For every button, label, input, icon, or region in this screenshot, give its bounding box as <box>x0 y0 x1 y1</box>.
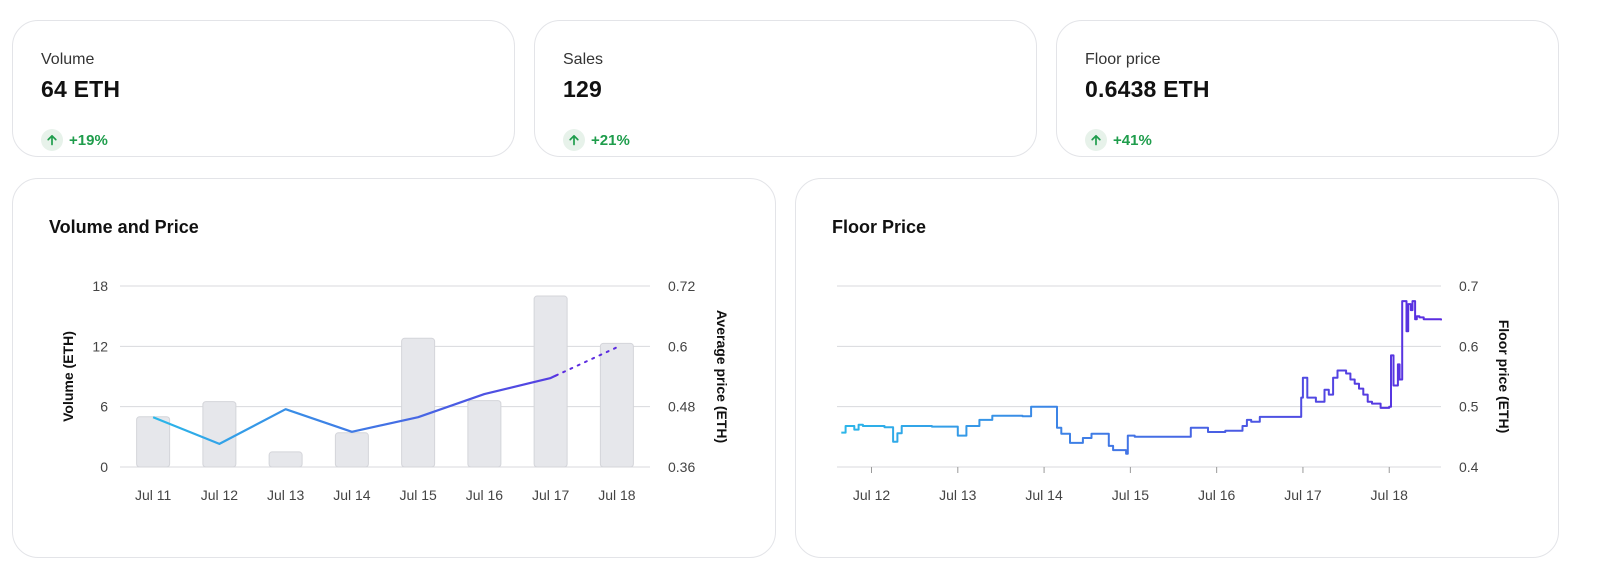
y-tick-label: 0 <box>100 459 108 475</box>
x-tick-label: Jul 12 <box>201 487 239 503</box>
volume-price-card: Volume and Price 0 6 12 18 0.36 0.48 0.6 0.72 Ju… <box>12 178 776 558</box>
change-percent: +41% <box>1113 131 1152 149</box>
x-tick-label: Jul 14 <box>1025 487 1063 503</box>
stat-label: Volume <box>41 51 95 68</box>
y-tick-label: 0.5 <box>1459 399 1479 415</box>
volume-price-chart: 0 6 12 18 0.36 0.48 0.6 0.72 Jul 11 Jul 12 Jul 13 J… <box>60 278 730 503</box>
x-tick-label: Jul 12 <box>853 487 891 503</box>
stat-change: +19% <box>41 129 108 151</box>
floor-price-chart: 0.4 0.5 0.6 0.7 Jul 12 Jul 13 Jul 14 Jul 15 Jul … <box>837 278 1512 503</box>
y-tick-label: 0.4 <box>1459 459 1479 475</box>
x-tick-label: Jul 13 <box>939 487 977 503</box>
stat-value: 0.6438 ETH <box>1085 76 1210 102</box>
stat-value: 129 <box>563 76 602 102</box>
y2-tick-label: 0.36 <box>668 459 695 475</box>
volume-bar <box>202 401 237 468</box>
x-tick-label: Jul 17 <box>532 487 570 503</box>
arrow-up-icon <box>41 129 63 151</box>
chart-title: Floor Price <box>832 217 927 237</box>
x-tick-label: Jul 18 <box>1371 487 1409 503</box>
price-line <box>152 374 557 445</box>
y-tick-label: 0.7 <box>1459 278 1479 294</box>
volume-bar <box>268 451 303 468</box>
change-percent: +21% <box>591 131 630 149</box>
floor-price-card: Floor Price 0.4 0.5 0.6 0.7 Jul 12 Jul 13 Jul … <box>795 178 1559 558</box>
x-tick-label: Jul 15 <box>399 487 437 503</box>
volume-bar <box>401 337 436 468</box>
stat-value: 64 ETH <box>41 76 121 102</box>
arrow-up-icon <box>1085 129 1107 151</box>
price-line-projected <box>554 346 618 377</box>
floor-price-line <box>841 300 1442 455</box>
volume-bar <box>599 342 634 468</box>
x-tick-label: Jul 11 <box>135 487 172 503</box>
change-percent: +19% <box>69 131 108 149</box>
y-tick-label: 6 <box>100 399 108 415</box>
x-tick-label: Jul 14 <box>333 487 371 503</box>
stat-label: Floor price <box>1085 51 1161 68</box>
stat-card-volume: Volume 64 ETH +19% <box>12 20 515 157</box>
x-tick-label: Jul 15 <box>1112 487 1150 503</box>
y-tick-label: 0.6 <box>1459 338 1479 354</box>
y2-axis-title: Average price (ETH) <box>714 310 730 443</box>
x-tick-label: Jul 17 <box>1284 487 1322 503</box>
stat-card-floor-price: Floor price 0.6438 ETH +41% <box>1056 20 1559 157</box>
stat-change: +41% <box>1085 129 1152 151</box>
x-tick-label: Jul 16 <box>466 487 504 503</box>
x-tick-label: Jul 18 <box>598 487 636 503</box>
y2-tick-label: 0.72 <box>668 278 695 294</box>
y2-tick-label: 0.48 <box>668 399 695 415</box>
volume-bar <box>467 400 502 468</box>
stat-label: Sales <box>563 51 604 68</box>
volume-bar <box>136 416 171 468</box>
y-axis-title: Floor price (ETH) <box>1496 320 1512 434</box>
volume-bar <box>334 432 369 468</box>
arrow-up-icon <box>563 129 585 151</box>
x-tick-label: Jul 16 <box>1198 487 1236 503</box>
x-tick-label: Jul 13 <box>267 487 305 503</box>
stat-card-sales: Sales 129 +21% <box>534 20 1037 157</box>
y-tick-label: 12 <box>92 338 108 354</box>
stat-change: +21% <box>563 129 630 151</box>
y-tick-label: 18 <box>92 278 108 294</box>
y2-tick-label: 0.6 <box>668 338 688 354</box>
chart-title: Volume and Price <box>49 217 199 237</box>
y-axis-title: Volume (ETH) <box>60 331 76 422</box>
